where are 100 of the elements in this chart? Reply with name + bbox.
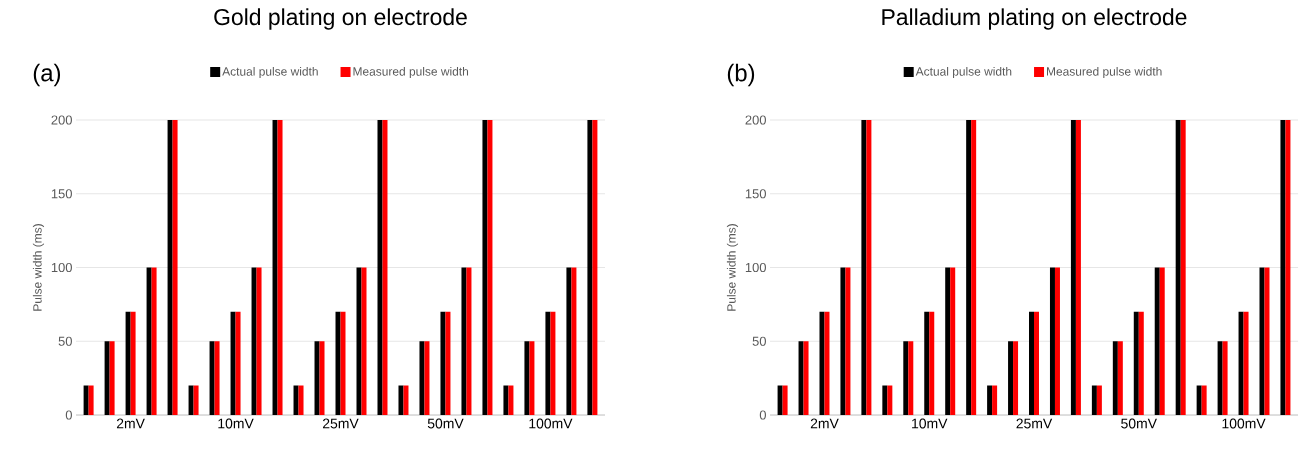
bar bbox=[251, 267, 257, 415]
bar bbox=[1180, 120, 1186, 415]
bar bbox=[571, 267, 577, 415]
y-tick-label: 150 bbox=[51, 189, 72, 199]
bar bbox=[945, 267, 951, 415]
bar bbox=[361, 267, 367, 415]
x-tick-label: 50mV bbox=[1121, 418, 1157, 429]
bar bbox=[866, 120, 872, 415]
bar bbox=[445, 311, 451, 415]
bar bbox=[256, 267, 262, 415]
bar bbox=[1285, 120, 1291, 415]
bar bbox=[1154, 267, 1160, 415]
bar bbox=[1008, 341, 1014, 415]
bar bbox=[377, 120, 383, 415]
bar bbox=[1054, 267, 1060, 415]
bar bbox=[1075, 120, 1081, 415]
bar bbox=[88, 385, 94, 415]
bar bbox=[1280, 120, 1286, 415]
text: (b) bbox=[727, 63, 755, 87]
bar bbox=[188, 385, 194, 415]
y-tick-label: 100 bbox=[51, 262, 72, 273]
bar bbox=[824, 311, 830, 415]
x-tick-label: 10mV bbox=[912, 418, 948, 429]
y-tick-label: 100 bbox=[745, 262, 766, 273]
bar bbox=[398, 385, 404, 415]
bar bbox=[298, 385, 304, 415]
bar bbox=[566, 267, 572, 415]
bar bbox=[440, 311, 446, 415]
bar bbox=[172, 120, 178, 415]
bar bbox=[461, 267, 467, 415]
y-tick-label: 50 bbox=[752, 336, 766, 346]
y-axis-title: Pulse width (ms) bbox=[32, 224, 45, 311]
bar bbox=[466, 267, 472, 415]
bar bbox=[903, 341, 909, 415]
bar bbox=[1096, 385, 1102, 415]
bar bbox=[1133, 311, 1139, 415]
bar bbox=[592, 120, 598, 415]
bar bbox=[1138, 311, 1144, 415]
x-tick-label: 50mV bbox=[427, 418, 464, 429]
bar bbox=[151, 267, 157, 415]
bar bbox=[104, 341, 110, 415]
bar bbox=[1013, 341, 1019, 415]
bar bbox=[508, 385, 514, 415]
bar bbox=[929, 311, 935, 415]
bar bbox=[777, 385, 783, 415]
bar bbox=[487, 120, 493, 415]
chart-title: Palladium plating on electrode bbox=[882, 8, 1187, 30]
y-tick-label: 50 bbox=[58, 336, 72, 346]
bar bbox=[524, 341, 530, 415]
bar bbox=[782, 385, 788, 415]
bar bbox=[924, 311, 930, 415]
bar bbox=[966, 120, 972, 415]
bar bbox=[545, 311, 551, 415]
bar bbox=[1196, 385, 1202, 415]
bar bbox=[130, 311, 136, 415]
bar bbox=[193, 385, 199, 415]
x-tick-label: 100mV bbox=[1222, 418, 1266, 429]
legend-label: Actual pulse width bbox=[222, 66, 318, 79]
bar bbox=[1112, 341, 1118, 415]
bar bbox=[908, 341, 914, 415]
bar bbox=[293, 385, 299, 415]
bar bbox=[125, 311, 131, 415]
bar bbox=[861, 120, 867, 415]
bar bbox=[109, 341, 115, 415]
x-tick-label: 25mV bbox=[322, 418, 359, 429]
bar bbox=[971, 120, 977, 415]
x-tick-label: 25mV bbox=[1016, 418, 1053, 429]
y-tick-label: 150 bbox=[745, 189, 766, 199]
bar bbox=[209, 341, 215, 415]
bar bbox=[1175, 120, 1181, 415]
bar bbox=[1222, 341, 1228, 415]
y-tick-label: 200 bbox=[51, 115, 72, 125]
bar bbox=[1029, 311, 1035, 415]
bar bbox=[1259, 267, 1265, 415]
bar bbox=[1264, 267, 1270, 415]
bar bbox=[887, 385, 893, 415]
bar bbox=[419, 341, 425, 415]
bar bbox=[1238, 311, 1244, 415]
bar bbox=[482, 120, 488, 415]
bar bbox=[1117, 341, 1123, 415]
bar bbox=[314, 341, 320, 415]
bar bbox=[424, 341, 430, 415]
legend-label: Measured pulse width bbox=[1047, 66, 1162, 79]
bar bbox=[882, 385, 888, 415]
bar bbox=[146, 267, 152, 415]
bar bbox=[272, 120, 278, 415]
bar bbox=[83, 385, 89, 415]
bar bbox=[277, 120, 283, 415]
bar bbox=[1070, 120, 1076, 415]
bar bbox=[235, 311, 241, 415]
y-axis-title: Pulse width (ms) bbox=[726, 224, 739, 311]
bar bbox=[382, 120, 388, 415]
legend-label: Actual pulse width bbox=[915, 66, 1012, 79]
bar bbox=[992, 385, 998, 415]
y-tick-label: 0 bbox=[759, 410, 766, 420]
bar bbox=[819, 311, 825, 415]
bar bbox=[803, 341, 809, 415]
bar bbox=[798, 341, 804, 415]
legend-label: Measured pulse width bbox=[353, 66, 469, 79]
bar bbox=[335, 311, 341, 415]
